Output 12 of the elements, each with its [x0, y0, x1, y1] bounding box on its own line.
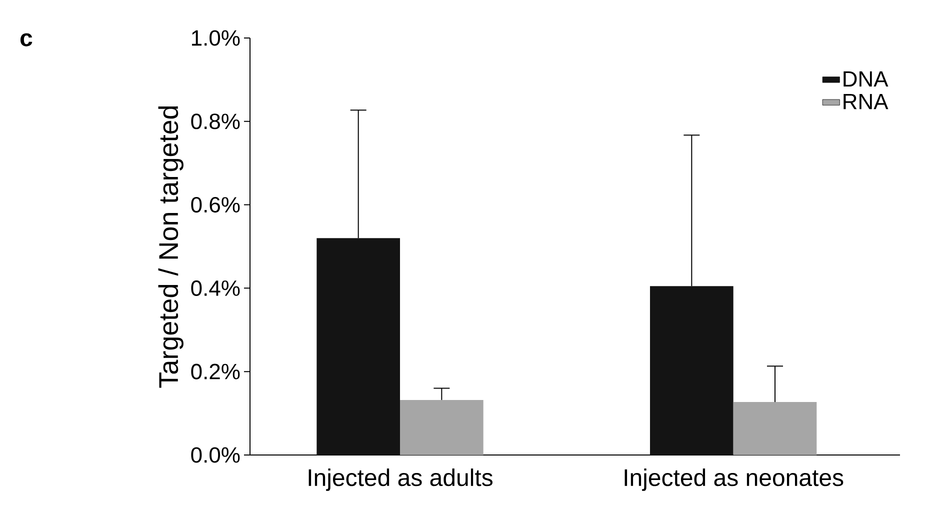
x-tick-label: Injected as adults — [308, 468, 492, 491]
y-axis-title: Targeted / Non targeted — [158, 106, 184, 388]
y-tick-label: 0.4% — [191, 280, 240, 296]
y-tick-label: 0.2% — [191, 364, 240, 380]
legend-label: RNA — [844, 94, 888, 110]
text: c — [20, 33, 32, 46]
y-tick-label: 0.0% — [191, 447, 240, 463]
legend-label: DNA — [844, 71, 888, 87]
y-tick-label: 0.8% — [191, 114, 240, 130]
y-tick-label: 0.6% — [191, 196, 240, 213]
y-tick-label: 1.0% — [192, 30, 240, 46]
x-tick-label: Injected as neonates — [624, 468, 844, 491]
